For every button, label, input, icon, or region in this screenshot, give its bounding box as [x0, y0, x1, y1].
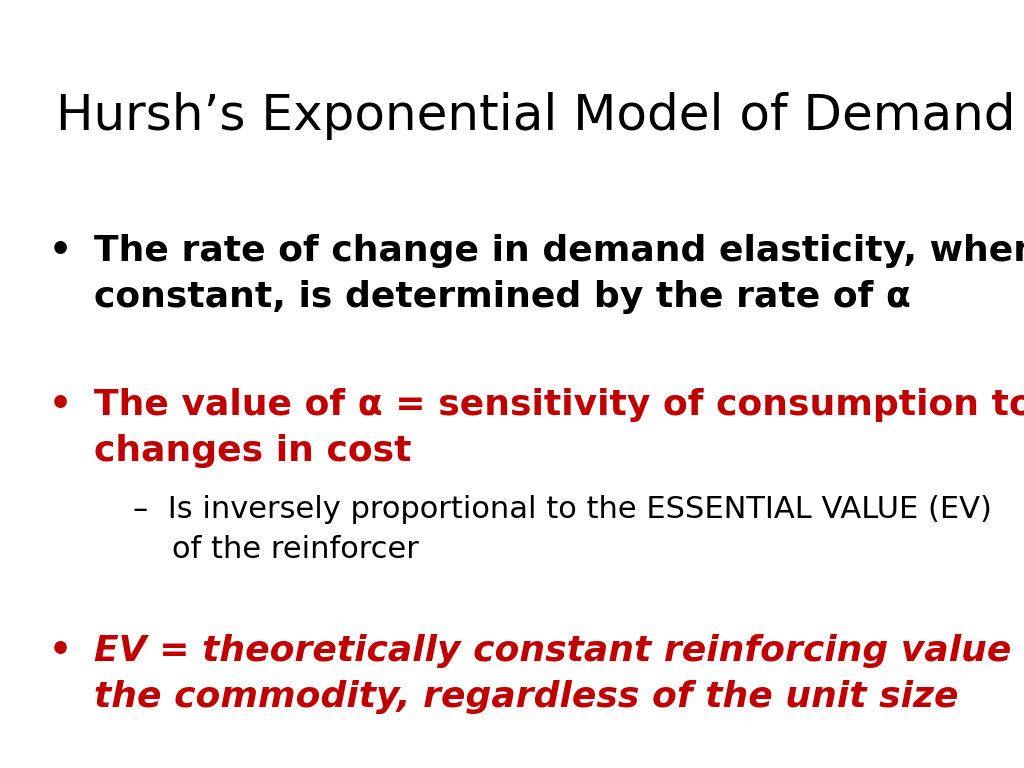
- Text: –  Is inversely proportional to the ESSENTIAL VALUE (EV)
    of the reinforcer: – Is inversely proportional to the ESSEN…: [133, 495, 992, 564]
- Text: The rate of change in demand elasticity, when K is
constant, is determined by th: The rate of change in demand elasticity,…: [94, 234, 1024, 314]
- Text: •: •: [49, 234, 73, 268]
- Text: •: •: [49, 388, 73, 422]
- Text: The value of α = sensitivity of consumption to
changes in cost: The value of α = sensitivity of consumpt…: [94, 388, 1024, 468]
- Text: Hursh’s Exponential Model of Demand: Hursh’s Exponential Model of Demand: [56, 92, 1016, 140]
- Text: •: •: [49, 634, 73, 667]
- Text: EV = theoretically constant reinforcing value of
the commodity, regardless of th: EV = theoretically constant reinforcing …: [94, 634, 1024, 713]
